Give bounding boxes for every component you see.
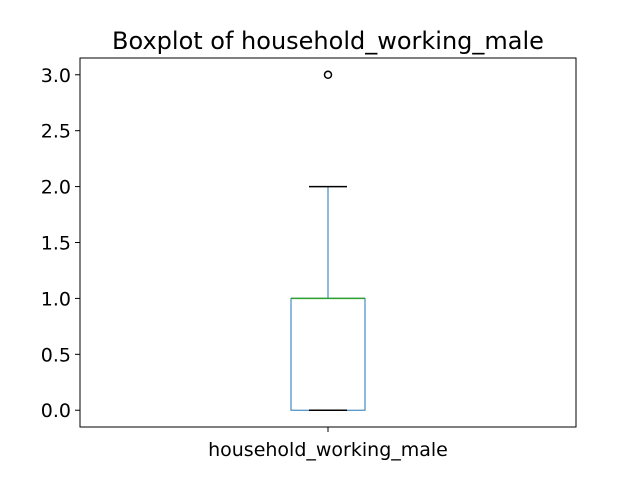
- y-tick-label: 3.0: [41, 65, 71, 87]
- box-iqr: [290, 297, 366, 411]
- outlier-point: [323, 70, 333, 80]
- x-tick-label: household_working_male: [208, 439, 448, 461]
- y-tick-label: 1.0: [41, 288, 71, 310]
- y-tick-label: 0.0: [41, 400, 71, 422]
- plot-area: [290, 70, 366, 411]
- y-tick-label: 0.5: [41, 344, 71, 366]
- chart-title: Boxplot of household_working_male: [112, 27, 544, 55]
- y-tick-label: 2.5: [41, 121, 71, 143]
- y-tick-label: 2.0: [41, 177, 71, 199]
- y-tick-label: 1.5: [41, 233, 71, 255]
- y-axis: 0.0 0.5 1.0 1.5 2.0 2.5 3.0: [41, 65, 80, 422]
- x-axis: household_working_male: [208, 427, 448, 461]
